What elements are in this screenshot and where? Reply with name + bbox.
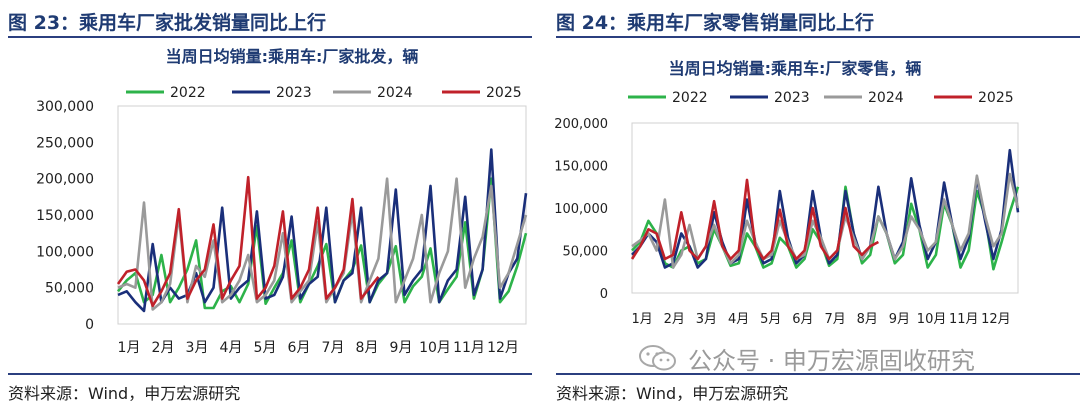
source-note: 资料来源：Wind，申万宏源研究 — [556, 384, 789, 403]
x-tick-label: 6月 — [792, 312, 813, 327]
x-tick-label: 7月 — [824, 312, 845, 327]
x-tick-label: 4月 — [220, 340, 243, 356]
source-note: 资料来源：Wind，申万宏源研究 — [8, 384, 241, 403]
title-rule — [8, 36, 532, 38]
y-tick-label: 0 — [85, 317, 94, 333]
legend-label-2022: 2022 — [672, 90, 708, 106]
y-tick-label: 50,000 — [45, 281, 94, 297]
legend-label-2022: 2022 — [170, 85, 206, 101]
x-tick-label: 2月 — [152, 340, 175, 356]
watermark-text: 公众号 · 申万宏源固收研究 — [688, 346, 975, 375]
legend-label-2024: 2024 — [377, 85, 413, 101]
series-line-2025 — [116, 175, 380, 308]
source-rule — [556, 373, 1080, 375]
x-tick-label: 9月 — [889, 312, 910, 327]
y-tick-label: 50,000 — [563, 245, 609, 260]
series-line-2025 — [630, 178, 880, 261]
x-tick-label: 12月 — [487, 340, 519, 356]
title-rule — [556, 36, 1080, 38]
y-tick-label: 150,000 — [36, 208, 94, 224]
x-tick-label: 1月 — [631, 312, 652, 327]
x-tick-label: 3月 — [186, 340, 209, 356]
y-tick-label: 100,000 — [554, 202, 608, 217]
x-tick-label: 6月 — [288, 340, 311, 356]
y-tick-label: 200,000 — [554, 117, 608, 132]
x-tick-label: 11月 — [453, 340, 485, 356]
legend-label-2025: 2025 — [486, 85, 522, 101]
legend-label-2025: 2025 — [978, 90, 1014, 106]
legend-label-2023: 2023 — [276, 85, 312, 101]
x-tick-label: 7月 — [322, 340, 345, 356]
chart-title: 当周日均销量:乘用车:厂家零售，辆 — [669, 59, 922, 78]
y-tick-label: 150,000 — [554, 160, 608, 175]
x-tick-label: 3月 — [696, 312, 717, 327]
x-tick-label: 12月 — [981, 312, 1011, 327]
x-tick-label: 10月 — [917, 312, 947, 327]
y-tick-label: 200,000 — [36, 172, 94, 188]
x-tick-label: 1月 — [118, 340, 141, 356]
x-tick-label: 2月 — [664, 312, 685, 327]
watermark: 公众号 · 申万宏源固收研究 — [638, 338, 1058, 378]
chart-panel-left: 图 23：乘用车厂家批发销量同比上行 当周日均销量:乘用车:厂家批发，辆 2022… — [0, 0, 532, 406]
chart-panel-right: 图 24：乘用车厂家零售销量同比上行 当周日均销量:乘用车:厂家零售，辆 2022… — [548, 0, 1080, 406]
wechat-icon — [638, 343, 678, 373]
y-tick-label: 250,000 — [36, 135, 94, 151]
y-tick-label: 300,000 — [36, 99, 94, 115]
series-line-2024 — [631, 172, 1020, 269]
figure-title: 图 24：乘用车厂家零售销量同比上行 — [556, 12, 875, 34]
figure-title: 图 23：乘用车厂家批发销量同比上行 — [8, 12, 327, 34]
x-tick-label: 10月 — [419, 340, 451, 356]
y-tick-label: 0 — [600, 287, 608, 302]
line-chart-wholesale: 当周日均销量:乘用车:厂家批发，辆 2022 2023 2024 2025 0 50,000… — [36, 47, 528, 356]
legend-label-2024: 2024 — [868, 90, 904, 106]
y-tick-label: 100,000 — [36, 244, 94, 260]
x-tick-label: 4月 — [728, 312, 749, 327]
legend-label-2023: 2023 — [774, 90, 810, 106]
x-tick-label: 9月 — [390, 340, 413, 356]
line-chart-retail: 当周日均销量:乘用车:厂家零售，辆 2022 2023 2024 2025 0 50,000… — [554, 59, 1020, 327]
x-tick-label: 11月 — [949, 312, 979, 327]
x-tick-label: 8月 — [356, 340, 379, 356]
source-rule — [8, 373, 532, 375]
chart-title: 当周日均销量:乘用车:厂家批发，辆 — [166, 47, 419, 66]
x-tick-label: 8月 — [857, 312, 878, 327]
x-tick-label: 5月 — [254, 340, 277, 356]
x-tick-label: 5月 — [760, 312, 781, 327]
